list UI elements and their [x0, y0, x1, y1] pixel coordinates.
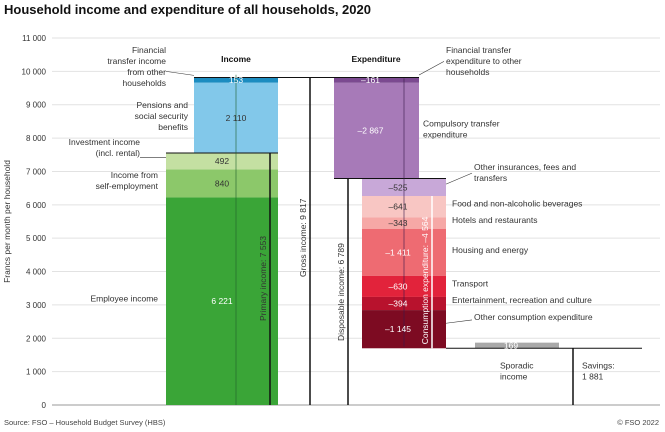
- category-label-entertainment: Entertainment, recreation and culture: [452, 295, 592, 305]
- value-label-compulsory: –2 867: [358, 126, 384, 136]
- category-label-housing: Housing and energy: [452, 245, 529, 255]
- y-tick-label: 1 000: [26, 368, 47, 377]
- value-label-pensions: 2 110: [226, 113, 247, 123]
- value-label-housing: –1 411: [385, 247, 411, 257]
- value-label-other_consumption: –1 145: [385, 324, 411, 334]
- source-note: Source: FSO – Household Budget Survey (H…: [4, 418, 166, 427]
- y-tick-label: 9 000: [26, 101, 47, 110]
- value-label-self_employment: 840: [215, 178, 229, 188]
- value-label-other_insurances: –525: [389, 182, 408, 192]
- category-label-employee: Employee income: [90, 294, 158, 304]
- category-label-hotels: Hotels and restaurants: [452, 215, 538, 225]
- y-tick-label: 11 000: [22, 34, 46, 43]
- category-label-transfer_out: Financial transfer expenditure to other ho…: [446, 45, 522, 77]
- y-tick-label: 5 000: [26, 234, 47, 243]
- y-axis-label: Francs per month per household: [2, 160, 12, 283]
- total-label-primary: Primary income: 7 553: [258, 236, 268, 321]
- y-axis: 0 1 000 2 000 3 000 4 000 5 000 6 000 7 000 8 00…: [2, 34, 47, 410]
- y-tick-label: 6 000: [26, 201, 47, 210]
- value-label-investment: 492: [215, 156, 229, 166]
- category-label-self_employment: Income from self-employment: [96, 170, 159, 191]
- bar-self_employment: [166, 169, 278, 198]
- category-label-other_consumption: Other consumption expenditure: [474, 312, 593, 322]
- bar-employee: [166, 197, 278, 405]
- y-tick-label: 7 000: [26, 167, 47, 176]
- category-label-food: Food and non-alcoholic beverages: [452, 198, 582, 208]
- category-label-transfer_in: Financial transfer income from other househ…: [107, 45, 166, 88]
- category-label-investment: Investment income (incl. rental): [69, 137, 141, 158]
- category-label-sporadic: Sporadic income: [500, 360, 534, 381]
- category-label-compulsory: Compulsory transfer expenditure: [423, 118, 500, 139]
- bar-sporadic: [475, 342, 559, 349]
- category-label-other_insurances: Other insurances, fees and transfers: [474, 162, 576, 183]
- connector-other-insurances: [445, 172, 473, 185]
- total-label-savings: Savings: 1 881: [582, 360, 615, 381]
- value-label-entertainment: –394: [389, 299, 408, 309]
- y-tick-label: 3 000: [26, 301, 47, 310]
- chart-title: Household income and expenditure of all …: [4, 2, 371, 17]
- labels: Income Expenditure 6 221 840 492 2 110 153 Empl…: [69, 45, 615, 381]
- income-header: Income: [221, 54, 251, 64]
- value-label-food: –641: [389, 202, 408, 212]
- bar-investment: [166, 153, 278, 170]
- connector-other-consumption: [445, 319, 473, 324]
- value-label-transport: –630: [389, 281, 408, 291]
- expenditure-header: Expenditure: [351, 54, 400, 64]
- y-tick-label: 4 000: [26, 268, 47, 277]
- y-tick-label: 8 000: [26, 134, 47, 143]
- total-label-disposable: Disposable income: 6 789: [336, 243, 346, 341]
- connector-transfer-out: [418, 61, 445, 76]
- value-label-transfer_in: 153: [229, 75, 243, 85]
- total-lines: [166, 74, 642, 405]
- bar-transfer_out: [334, 77, 419, 83]
- value-label-employee: 6 221: [211, 296, 233, 306]
- y-tick-label: 10 000: [22, 67, 47, 76]
- y-tick-label: 2 000: [26, 334, 47, 343]
- connector-transfer-in: [165, 71, 195, 76]
- total-label-consumption: Consumption expenditure: –4 564: [420, 216, 430, 344]
- value-label-hotels: –343: [389, 218, 408, 228]
- category-label-pensions: Pensions and social security benefits: [135, 100, 189, 132]
- credit-note: © FSO 2022: [617, 418, 659, 427]
- value-label-sporadic: 169: [504, 340, 518, 350]
- category-label-transport: Transport: [452, 279, 489, 289]
- value-label-transfer_out: –161: [361, 75, 380, 85]
- total-label-gross: Gross income: 9 817: [298, 198, 308, 277]
- bar-compulsory: [334, 82, 419, 179]
- y-tick-label: 0: [42, 401, 47, 410]
